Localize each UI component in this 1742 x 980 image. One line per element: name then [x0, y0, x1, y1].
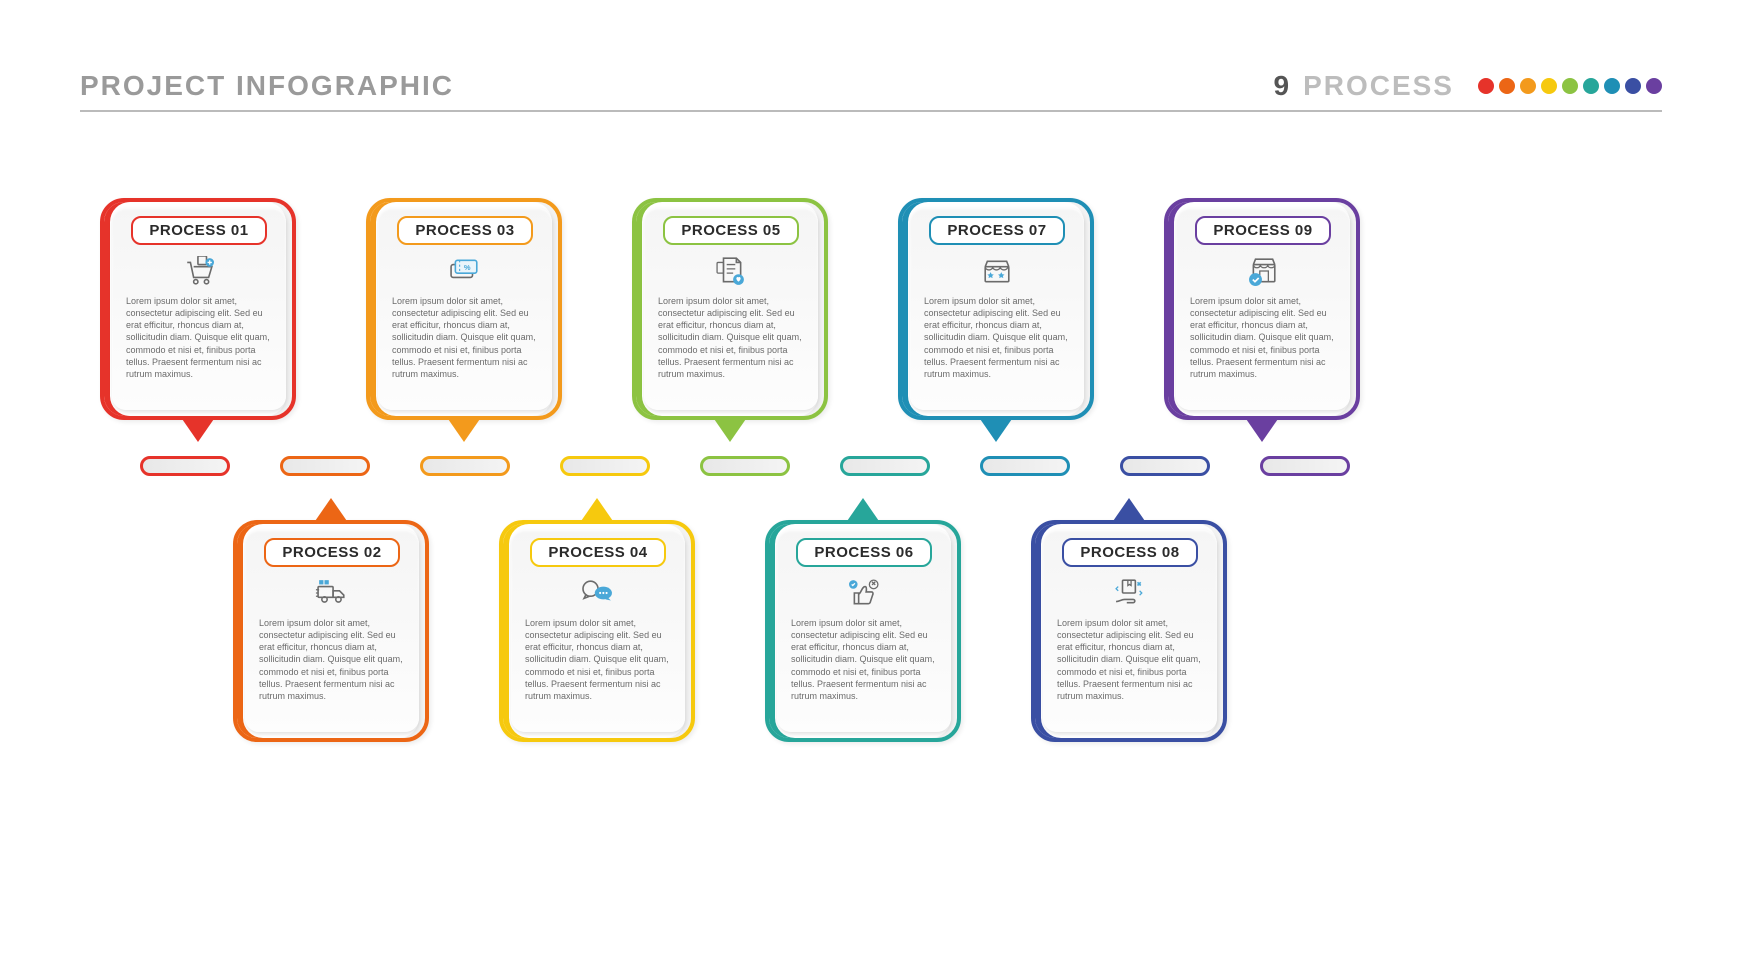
card-body-text: Lorem ipsum dolor sit amet, consectetur …: [388, 295, 542, 380]
legend-dot: [1604, 78, 1620, 94]
timeline-pill: [1120, 456, 1210, 476]
card-body-text: Lorem ipsum dolor sit amet, consectetur …: [654, 295, 808, 380]
shop-shield-icon: [1246, 253, 1280, 289]
header-right: 9 PROCESS: [1273, 70, 1662, 102]
card-pointer: [579, 498, 615, 524]
tickets-icon: [448, 253, 482, 289]
card-pointer: [1111, 498, 1147, 524]
card-pointer: [180, 416, 216, 442]
thumbs-feedback-icon: [847, 575, 881, 611]
card-inner: PROCESS 05 Lorem ipsum dolor sit amet, c…: [644, 208, 818, 410]
card-body-text: Lorem ipsum dolor sit amet, consectetur …: [920, 295, 1074, 380]
card-title: PROCESS 06: [796, 538, 931, 567]
card-body-text: Lorem ipsum dolor sit amet, consectetur …: [122, 295, 276, 380]
card-title: PROCESS 01: [131, 216, 266, 245]
legend-dot: [1541, 78, 1557, 94]
legend-dot: [1562, 78, 1578, 94]
card-pointer: [313, 498, 349, 524]
timeline-pill: [560, 456, 650, 476]
legend-dot: [1499, 78, 1515, 94]
card-body-text: Lorem ipsum dolor sit amet, consectetur …: [1053, 617, 1207, 702]
delivery-truck-icon: [315, 575, 349, 611]
process-card: PROCESS 05 Lorem ipsum dolor sit amet, c…: [632, 198, 828, 420]
chat-tag-icon: [581, 575, 615, 611]
timeline-pill-row: [80, 456, 1662, 480]
timeline-pill: [840, 456, 930, 476]
process-count-label: PROCESS: [1303, 70, 1454, 102]
card-title: PROCESS 09: [1195, 216, 1330, 245]
process-card: PROCESS 01 Lorem ipsum dolor sit amet, c…: [100, 198, 296, 420]
process-card: PROCESS 04 Lorem ipsum dolor sit amet, c…: [499, 520, 695, 742]
card-inner: PROCESS 07 Lorem ipsum dolor sit amet, c…: [910, 208, 1084, 410]
timeline-pill: [1260, 456, 1350, 476]
legend-dot: [1478, 78, 1494, 94]
card-pointer: [446, 416, 482, 442]
card-pointer: [978, 416, 1014, 442]
card-inner: PROCESS 03 Lorem ipsum dolor sit amet, c…: [378, 208, 552, 410]
card-title: PROCESS 03: [397, 216, 532, 245]
page-title: PROJECT INFOGRAPHIC: [80, 70, 454, 102]
card-body-text: Lorem ipsum dolor sit amet, consectetur …: [1186, 295, 1340, 380]
timeline-pill: [280, 456, 370, 476]
color-legend-dots: [1478, 78, 1662, 94]
card-body-text: Lorem ipsum dolor sit amet, consectetur …: [521, 617, 675, 702]
header: PROJECT INFOGRAPHIC 9 PROCESS: [80, 70, 1662, 112]
legend-dot: [1646, 78, 1662, 94]
process-card: PROCESS 02 Lorem ipsum dolor sit amet, c…: [233, 520, 429, 742]
legend-dot: [1520, 78, 1536, 94]
cart-add-icon: [182, 253, 216, 289]
process-count: 9: [1273, 70, 1289, 102]
card-body-text: Lorem ipsum dolor sit amet, consectetur …: [255, 617, 409, 702]
card-title: PROCESS 04: [530, 538, 665, 567]
card-title: PROCESS 08: [1062, 538, 1197, 567]
card-inner: PROCESS 08 Lorem ipsum dolor sit amet, c…: [1043, 530, 1217, 732]
process-card: PROCESS 09 Lorem ipsum dolor sit amet, c…: [1164, 198, 1360, 420]
card-title: PROCESS 07: [929, 216, 1064, 245]
timeline-pill: [980, 456, 1070, 476]
hand-box-icon: [1113, 575, 1147, 611]
legend-dot: [1625, 78, 1641, 94]
card-title: PROCESS 05: [663, 216, 798, 245]
process-card: PROCESS 08 Lorem ipsum dolor sit amet, c…: [1031, 520, 1227, 742]
process-card: PROCESS 06 Lorem ipsum dolor sit amet, c…: [765, 520, 961, 742]
card-inner: PROCESS 09 Lorem ipsum dolor sit amet, c…: [1176, 208, 1350, 410]
card-pointer: [1244, 416, 1280, 442]
card-inner: PROCESS 04 Lorem ipsum dolor sit amet, c…: [511, 530, 685, 732]
process-card: PROCESS 07 Lorem ipsum dolor sit amet, c…: [898, 198, 1094, 420]
timeline-pill: [140, 456, 230, 476]
checklist-heart-icon: [714, 253, 748, 289]
card-inner: PROCESS 06 Lorem ipsum dolor sit amet, c…: [777, 530, 951, 732]
card-pointer: [845, 498, 881, 524]
infographic-stage: PROCESS 01 Lorem ipsum dolor sit amet, c…: [80, 190, 1662, 940]
card-title: PROCESS 02: [264, 538, 399, 567]
card-pointer: [712, 416, 748, 442]
store-rating-icon: [980, 253, 1014, 289]
timeline-pill: [420, 456, 510, 476]
legend-dot: [1583, 78, 1599, 94]
card-inner: PROCESS 01 Lorem ipsum dolor sit amet, c…: [112, 208, 286, 410]
card-body-text: Lorem ipsum dolor sit amet, consectetur …: [787, 617, 941, 702]
card-inner: PROCESS 02 Lorem ipsum dolor sit amet, c…: [245, 530, 419, 732]
timeline-pill: [700, 456, 790, 476]
process-card: PROCESS 03 Lorem ipsum dolor sit amet, c…: [366, 198, 562, 420]
